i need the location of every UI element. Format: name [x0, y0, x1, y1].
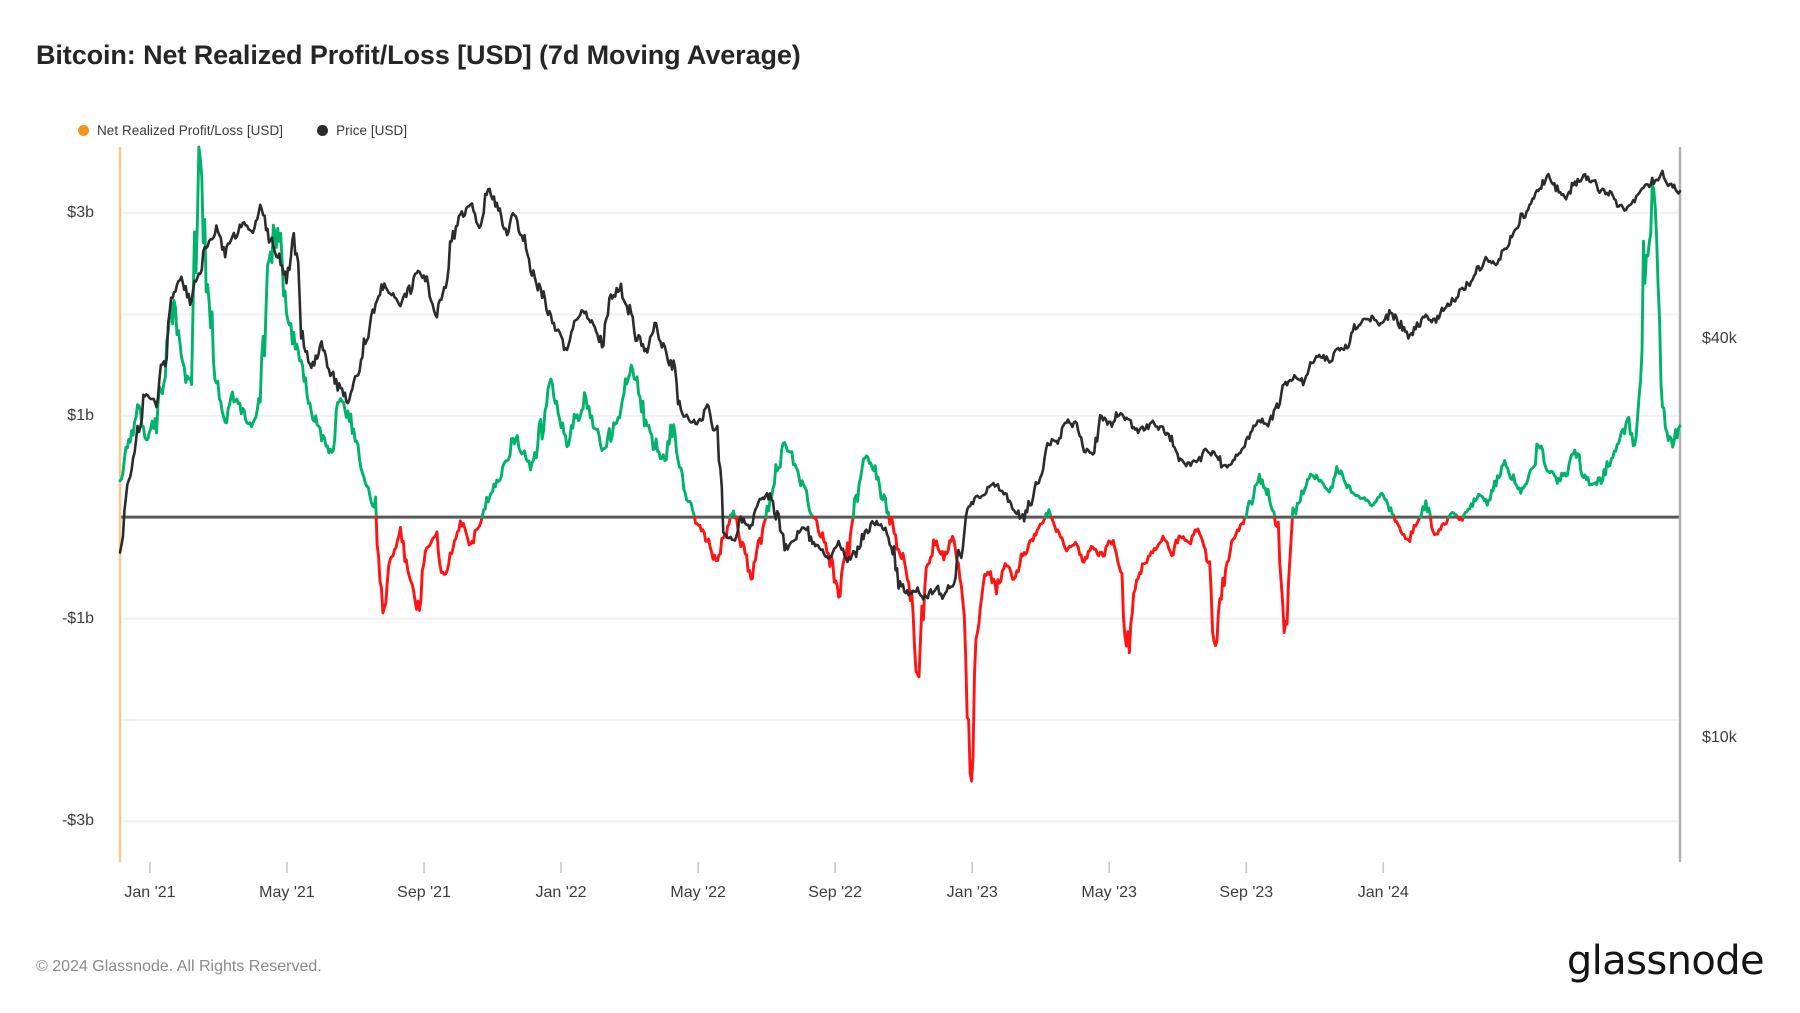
- pnl-profit-segment: [1243, 472, 1276, 519]
- brand-logo: glassnode: [1566, 938, 1765, 984]
- pnl-loss-segment: [1456, 515, 1465, 522]
- pnl-loss-segment: [693, 515, 732, 562]
- pnl-loss-segment: [889, 515, 1047, 783]
- pnl-profit-segment: [1461, 183, 1682, 519]
- pnl-profit-segment: [728, 509, 737, 519]
- y-axis-left-tick-label: $3b: [67, 203, 94, 221]
- x-axis-tick-label: Jan '24: [1357, 884, 1409, 901]
- footer-copyright: © 2024 Glassnode. All Rights Reserved.: [36, 958, 322, 975]
- chart-legend: Net Realized Profit/Loss [USD] Price [US…: [78, 120, 407, 140]
- x-axis-tick-label: Sep '22: [808, 884, 862, 901]
- y-axis-right-tick-label: $10k: [1702, 729, 1737, 747]
- pnl-profit-segment: [851, 454, 891, 519]
- grid-lines: [120, 211, 1680, 823]
- pnl-loss-segment: [1429, 515, 1451, 537]
- series-price-line: [118, 169, 1682, 601]
- pnl-profit-segment: [480, 363, 696, 519]
- pnl-profit-segment: [1043, 508, 1053, 519]
- pnl-profit-segment: [1418, 499, 1432, 519]
- pnl-loss-segment: [374, 515, 484, 615]
- x-axis-tick-label: Sep '21: [397, 884, 451, 901]
- x-axis-tick-label: May '21: [259, 884, 315, 901]
- x-axis-tick-label: Jan '23: [946, 884, 998, 901]
- pnl-profit-segment: [118, 145, 378, 519]
- y-axis-left-tick-label: $1b: [67, 406, 94, 424]
- pnl-loss-segment: [1049, 515, 1247, 655]
- x-axis-tick-label: May '22: [670, 884, 726, 901]
- x-tick-marks: [149, 862, 1385, 873]
- legend-dot-icon: [317, 124, 329, 136]
- legend-item-net-realized-profit-loss[interactable]: Net Realized Profit/Loss [USD]: [78, 123, 283, 138]
- y-axis-left-tick-label: -$3b: [61, 812, 94, 830]
- legend-item-label: Net Realized Profit/Loss [USD]: [97, 122, 284, 138]
- pnl-loss-segment: [811, 515, 855, 599]
- pnl-loss-segment: [1273, 515, 1294, 634]
- pnl-loss-segment: [735, 515, 768, 581]
- x-axis-tick-label: May '23: [1081, 884, 1137, 901]
- x-axis-tick-label: Sep '23: [1219, 884, 1274, 901]
- y-axis-left-tick-label: -$1b: [61, 609, 94, 627]
- legend-item-label: Price [USD]: [336, 122, 408, 138]
- y-axis-right-tick-label: $40k: [1702, 330, 1737, 348]
- x-axis-tick-label: Jan '22: [535, 884, 587, 901]
- pnl-profit-segment: [1290, 465, 1396, 519]
- legend-item-price[interactable]: Price [USD]: [317, 123, 407, 138]
- legend-dot-icon: [78, 124, 89, 136]
- pnl-profit-segment: [1447, 510, 1460, 519]
- pnl-loss-segment: [1392, 515, 1422, 543]
- series-net-realized-profit-loss: [118, 145, 1682, 783]
- page-title: Bitcoin: Net Realized Profit/Loss [USD] …: [36, 40, 801, 70]
- x-axis-tick-label: Jan '21: [124, 884, 176, 901]
- pnl-profit-segment: [764, 441, 815, 519]
